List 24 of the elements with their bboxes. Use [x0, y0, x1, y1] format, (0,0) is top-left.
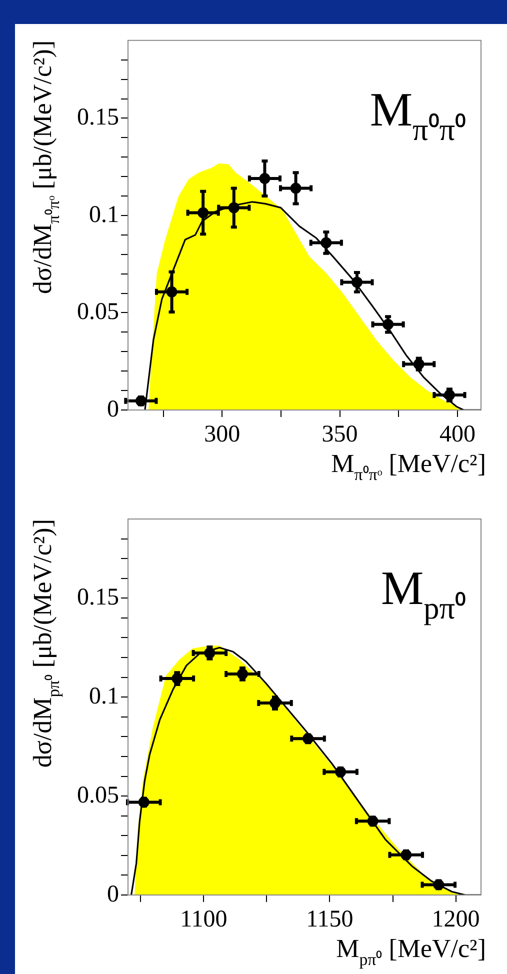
- y-tick-label: 0.15: [77, 104, 119, 131]
- y-axis-title: dσ/dMpπ⁰ [μb/(MeV/c²)]: [28, 518, 63, 768]
- point: [320, 237, 332, 248]
- x-tick-label: 300: [204, 422, 240, 448]
- x-tick-label: 350: [322, 422, 358, 448]
- y-tick-label: 0.05: [77, 782, 119, 808]
- x-tick-label: 1150: [306, 906, 354, 933]
- x-tick-label: 1200: [432, 906, 480, 933]
- point: [259, 173, 270, 184]
- point: [290, 182, 302, 194]
- y-tick-label: 0.1: [89, 683, 119, 710]
- y-tick-label: 0.15: [77, 584, 119, 610]
- y-tick-label: 0: [107, 396, 119, 422]
- point: [351, 276, 362, 288]
- x-tick-label: 1100: [180, 906, 228, 933]
- y-tick-label: 0.1: [89, 202, 119, 228]
- y-tick-label: 0.05: [77, 299, 119, 326]
- point: [228, 202, 240, 214]
- point: [198, 207, 209, 218]
- y-axis-title: dσ/dMπ⁰πᵒ [μb/(MeV/c²)]: [28, 40, 63, 294]
- point: [166, 286, 178, 298]
- point: [382, 318, 394, 330]
- x-tick-label: 400: [439, 422, 476, 448]
- y-tick-label: 0: [107, 881, 119, 908]
